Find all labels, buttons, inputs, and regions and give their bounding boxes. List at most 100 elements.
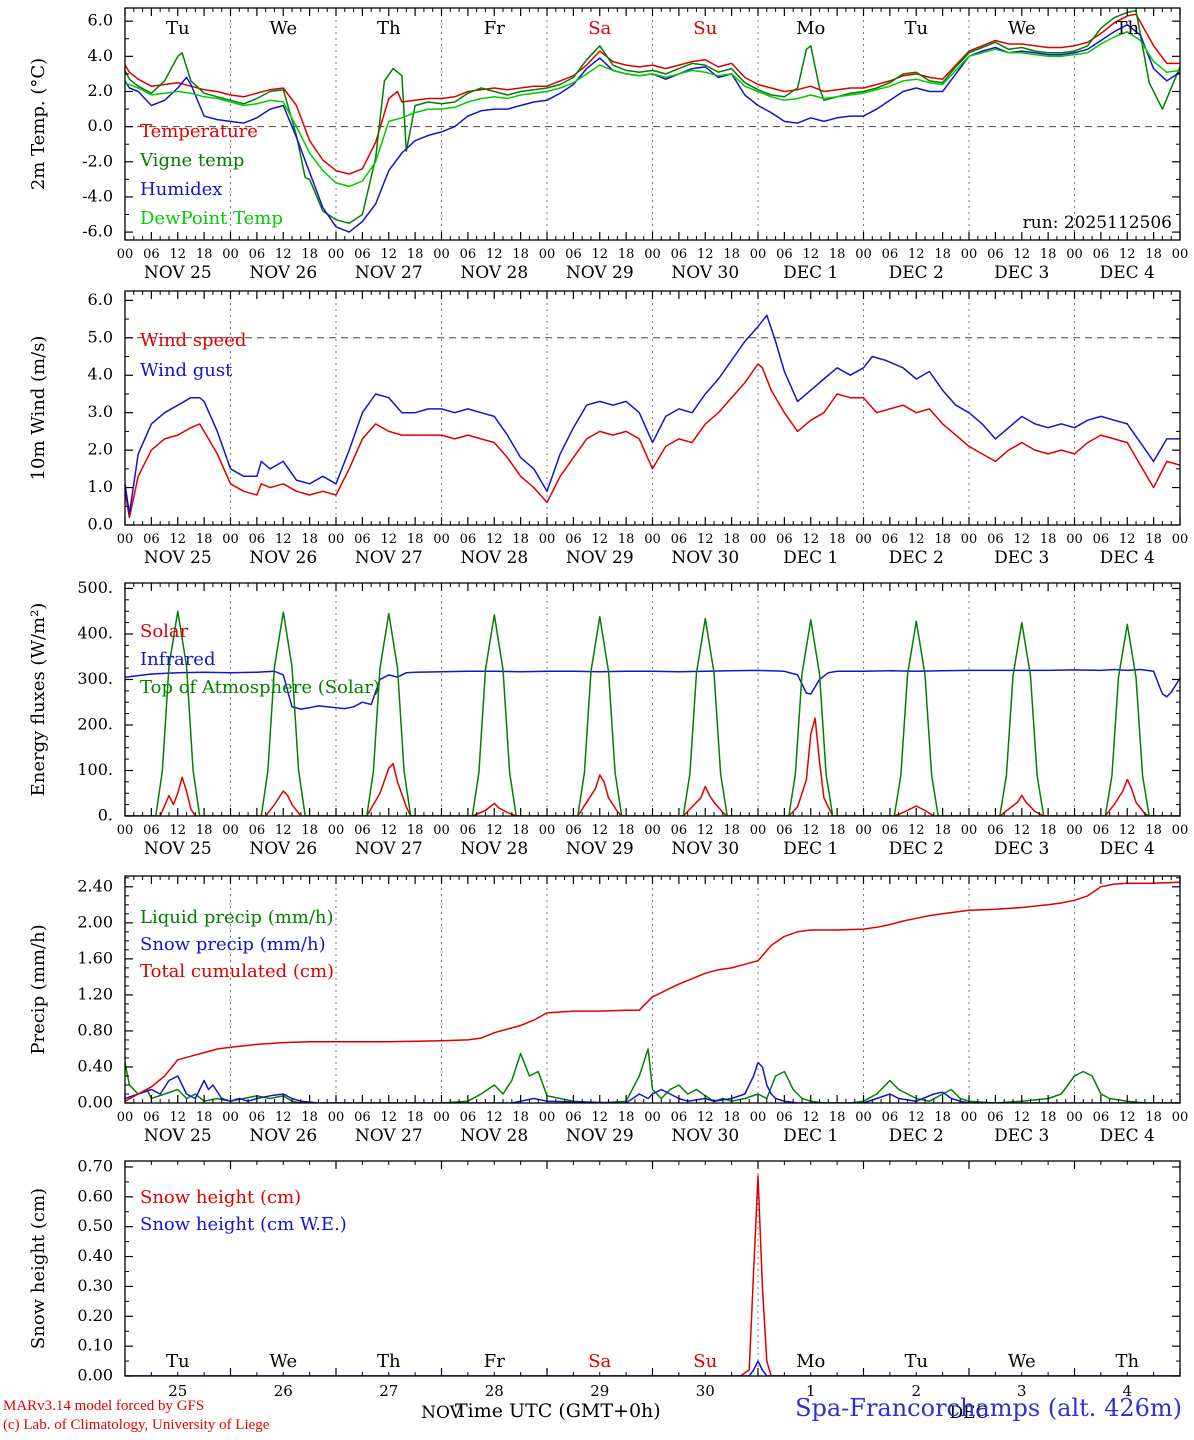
svg-text:18: 18 — [934, 823, 951, 838]
svg-text:500.: 500. — [77, 578, 113, 597]
svg-text:00: 00 — [855, 532, 872, 547]
svg-text:1: 1 — [806, 1382, 816, 1400]
svg-text:00: 00 — [117, 532, 134, 547]
svg-text:00: 00 — [961, 532, 978, 547]
svg-text:Th: Th — [1115, 18, 1139, 39]
svg-text:Fr: Fr — [484, 1351, 505, 1372]
svg-text:06: 06 — [1093, 247, 1110, 262]
svg-text:06: 06 — [249, 1110, 266, 1125]
svg-text:06: 06 — [882, 1110, 899, 1125]
svg-text:00: 00 — [750, 532, 767, 547]
svg-text:00: 00 — [961, 1110, 978, 1125]
svg-text:18: 18 — [934, 247, 951, 262]
svg-text:-2.0: -2.0 — [82, 151, 113, 170]
svg-text:06: 06 — [565, 1110, 582, 1125]
svg-text:06: 06 — [671, 247, 688, 262]
svg-text:06: 06 — [671, 532, 688, 547]
svg-text:DEC 4: DEC 4 — [1100, 1126, 1155, 1146]
svg-text:00: 00 — [961, 247, 978, 262]
svg-text:NOV 27: NOV 27 — [355, 1126, 423, 1146]
svg-text:3: 3 — [1017, 1382, 1027, 1400]
svg-text:00: 00 — [433, 532, 450, 547]
svg-text:10m Wind (m/s): 10m Wind (m/s) — [28, 336, 49, 481]
svg-text:12: 12 — [380, 247, 397, 262]
svg-text:00: 00 — [750, 823, 767, 838]
svg-text:00: 00 — [117, 247, 134, 262]
svg-text:00: 00 — [117, 1110, 134, 1125]
svg-text:18: 18 — [407, 532, 424, 547]
svg-text:6.0: 6.0 — [88, 290, 113, 309]
svg-text:300.: 300. — [77, 669, 113, 688]
svg-text:NOV 28: NOV 28 — [460, 263, 528, 283]
svg-text:Temperature: Temperature — [140, 121, 258, 142]
svg-text:Solar: Solar — [140, 621, 189, 642]
svg-text:Humidex: Humidex — [140, 179, 222, 200]
svg-text:Mo: Mo — [796, 18, 825, 39]
svg-text:0.10: 0.10 — [77, 1336, 113, 1355]
svg-text:We: We — [269, 18, 297, 39]
svg-text:NOV 30: NOV 30 — [671, 548, 739, 568]
svg-text:00: 00 — [855, 1110, 872, 1125]
svg-text:06: 06 — [987, 1110, 1004, 1125]
svg-text:NOV 28: NOV 28 — [460, 548, 528, 568]
svg-text:00: 00 — [539, 1110, 556, 1125]
svg-text:DEC 2: DEC 2 — [889, 263, 944, 283]
svg-text:12: 12 — [1013, 823, 1030, 838]
svg-text:06: 06 — [1093, 1110, 1110, 1125]
svg-text:12: 12 — [591, 1110, 608, 1125]
svg-text:06: 06 — [882, 532, 899, 547]
svg-text:27: 27 — [379, 1382, 398, 1400]
svg-text:06: 06 — [776, 1110, 793, 1125]
svg-text:4.0: 4.0 — [88, 365, 113, 384]
svg-text:Vigne temp: Vigne temp — [139, 150, 244, 171]
svg-text:18: 18 — [1145, 532, 1162, 547]
svg-text:We: We — [1008, 1351, 1036, 1372]
svg-text:00: 00 — [117, 823, 134, 838]
svg-text:DEC: DEC — [949, 1403, 988, 1423]
svg-text:06: 06 — [671, 823, 688, 838]
svg-text:NOV 30: NOV 30 — [671, 263, 739, 283]
svg-text:06: 06 — [249, 823, 266, 838]
svg-text:NOV 26: NOV 26 — [249, 263, 317, 283]
svg-text:00: 00 — [328, 532, 345, 547]
svg-text:We: We — [269, 1351, 297, 1372]
svg-text:18: 18 — [723, 823, 740, 838]
svg-text:0.00: 0.00 — [77, 1093, 113, 1112]
svg-text:DEC 2: DEC 2 — [889, 548, 944, 568]
svg-text:06: 06 — [460, 247, 477, 262]
svg-text:00: 00 — [644, 823, 661, 838]
svg-text:12: 12 — [486, 247, 503, 262]
svg-text:12: 12 — [380, 532, 397, 547]
svg-text:1.0: 1.0 — [88, 477, 113, 496]
svg-text:18: 18 — [618, 823, 635, 838]
svg-text:06: 06 — [249, 532, 266, 547]
svg-text:18: 18 — [618, 1110, 635, 1125]
energy-panel: 0. 100. 200. 300. 400. 500. 00 06 12 18 00 06 12 18 00… — [28, 578, 1188, 859]
svg-text:18: 18 — [407, 1110, 424, 1125]
svg-text:00: 00 — [433, 823, 450, 838]
svg-text:06: 06 — [882, 247, 899, 262]
svg-text:06: 06 — [354, 823, 371, 838]
svg-text:DEC 2: DEC 2 — [889, 839, 944, 859]
svg-text:0.50: 0.50 — [77, 1216, 113, 1235]
svg-text:Tu: Tu — [166, 18, 190, 39]
svg-text:06: 06 — [143, 532, 160, 547]
svg-text:Tu: Tu — [904, 18, 928, 39]
svg-text:Th: Th — [377, 1351, 401, 1372]
svg-text:00: 00 — [328, 1110, 345, 1125]
svg-text:NOV 27: NOV 27 — [355, 548, 423, 568]
snow-panel: 0.00 0.10 0.20 0.30 0.40 0.50 0.60 0.70 Tu We Th Fr… — [28, 1156, 1181, 1423]
svg-text:DEC 4: DEC 4 — [1100, 839, 1155, 859]
svg-text:00: 00 — [433, 1110, 450, 1125]
svg-text:Wind gust: Wind gust — [140, 360, 233, 381]
svg-text:NOV 27: NOV 27 — [355, 839, 423, 859]
precip-panel: 0.00 0.40 0.80 1.20 1.60 2.00 2.40 00 06 12 18 00 06… — [28, 875, 1188, 1146]
svg-text:0.30: 0.30 — [77, 1276, 113, 1295]
svg-text:06: 06 — [776, 247, 793, 262]
svg-text:DEC 4: DEC 4 — [1100, 548, 1155, 568]
svg-text:06: 06 — [565, 823, 582, 838]
svg-text:18: 18 — [196, 247, 213, 262]
svg-text:06: 06 — [987, 823, 1004, 838]
svg-text:18: 18 — [829, 823, 846, 838]
